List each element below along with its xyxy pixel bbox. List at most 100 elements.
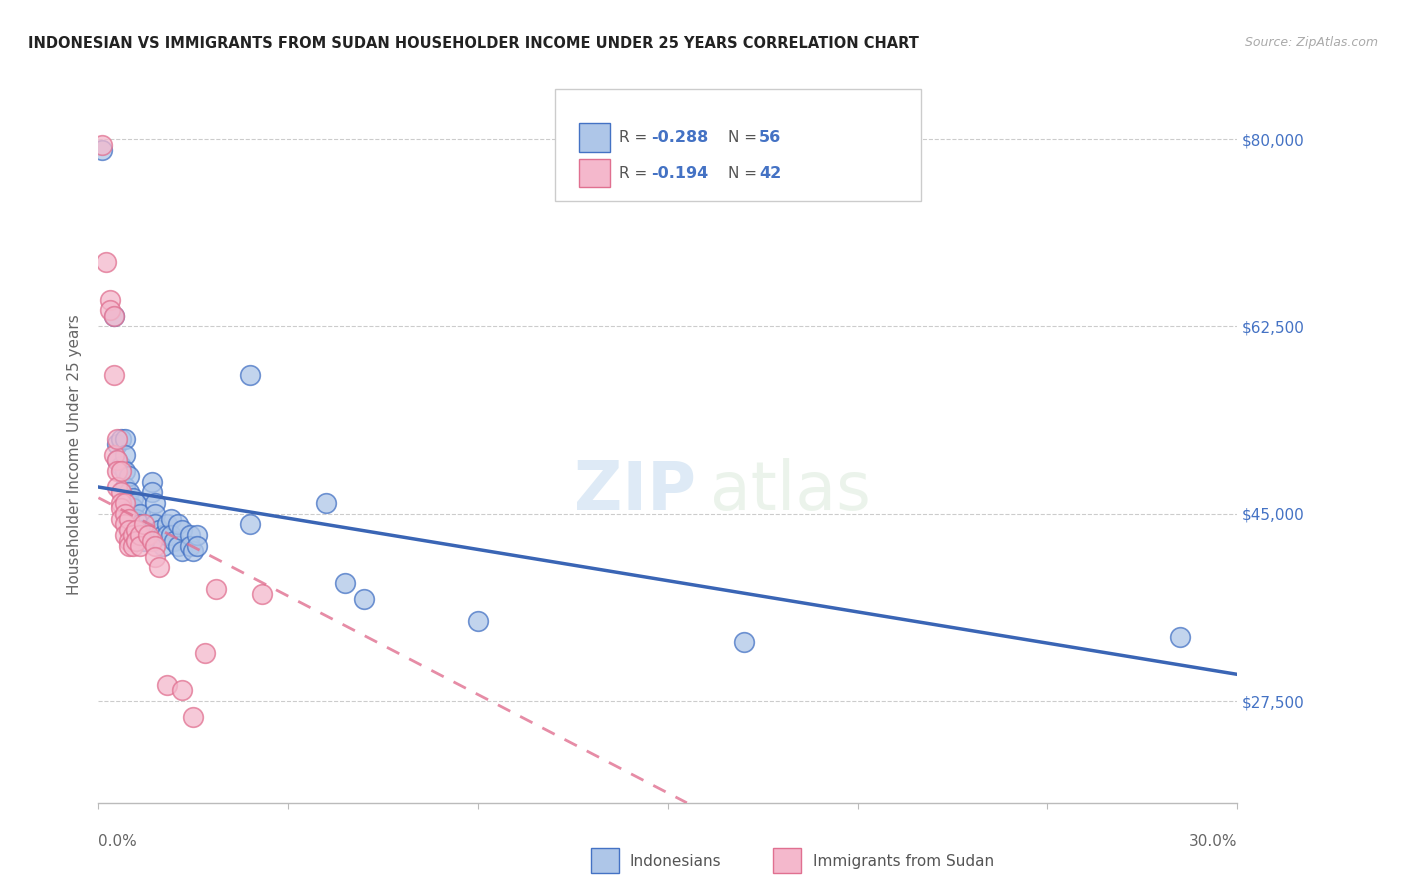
Point [118, 507, 141, 521]
Point [163, 533, 186, 548]
Point [125, 512, 148, 526]
Text: Immigrants from Sudan: Immigrants from Sudan [813, 855, 994, 869]
Point [156, 678, 179, 692]
Text: ZIP: ZIP [574, 458, 696, 524]
Point [118, 496, 141, 510]
Point [136, 528, 159, 542]
Point [170, 523, 193, 537]
Point [118, 533, 141, 548]
Point [103, 368, 125, 382]
Point [141, 475, 163, 489]
Point [159, 528, 181, 542]
Point [114, 507, 136, 521]
Point [107, 464, 129, 478]
Point [114, 480, 136, 494]
Text: -0.288: -0.288 [651, 129, 709, 145]
Text: N =: N = [728, 129, 762, 145]
Point [156, 517, 179, 532]
Point [91, 143, 114, 157]
Text: 0.0%: 0.0% [98, 834, 138, 849]
Point [167, 539, 190, 553]
Point [152, 539, 174, 553]
Point [125, 523, 148, 537]
Point [129, 528, 152, 542]
Point [205, 582, 228, 596]
Text: INDONESIAN VS IMMIGRANTS FROM SUDAN HOUSEHOLDER INCOME UNDER 25 YEARS CORRELATIO: INDONESIAN VS IMMIGRANTS FROM SUDAN HOUS… [28, 36, 920, 51]
Point [125, 533, 148, 548]
Text: atlas: atlas [710, 458, 870, 524]
Point [110, 432, 132, 446]
Point [183, 710, 205, 724]
Point [159, 512, 181, 526]
Text: R =: R = [619, 166, 652, 181]
Point [110, 496, 132, 510]
Point [98, 303, 121, 318]
Point [107, 437, 129, 451]
Point [353, 592, 375, 607]
Point [125, 523, 148, 537]
Point [170, 683, 193, 698]
Point [121, 491, 143, 505]
Point [103, 309, 125, 323]
Text: 56: 56 [759, 129, 782, 145]
Point [132, 517, 155, 532]
Point [239, 517, 262, 532]
Point [132, 523, 155, 537]
Point [114, 464, 136, 478]
Point [733, 635, 755, 649]
Point [107, 432, 129, 446]
Text: Indonesians: Indonesians [630, 855, 721, 869]
Point [110, 485, 132, 500]
Point [129, 528, 152, 542]
Point [91, 137, 114, 152]
Point [170, 544, 193, 558]
Point [145, 539, 167, 553]
Point [179, 539, 201, 553]
Point [167, 517, 190, 532]
Point [107, 480, 129, 494]
Text: N =: N = [728, 166, 762, 181]
Point [129, 539, 152, 553]
Point [118, 539, 141, 553]
Point [94, 255, 117, 269]
Point [114, 496, 136, 510]
Point [103, 309, 125, 323]
Point [114, 528, 136, 542]
Point [156, 528, 179, 542]
Point [107, 453, 129, 467]
Point [129, 517, 152, 532]
Point [121, 512, 143, 526]
Point [145, 496, 167, 510]
Point [148, 560, 170, 574]
Point [183, 544, 205, 558]
Point [110, 501, 132, 516]
Text: 42: 42 [759, 166, 782, 181]
Point [141, 533, 163, 548]
Point [103, 448, 125, 462]
Point [186, 539, 208, 553]
Point [145, 517, 167, 532]
Point [114, 448, 136, 462]
Point [129, 507, 152, 521]
Point [121, 539, 143, 553]
Point [145, 507, 167, 521]
Point [250, 587, 273, 601]
Point [1170, 630, 1192, 644]
Point [467, 614, 489, 628]
Point [152, 528, 174, 542]
Point [110, 464, 132, 478]
Text: Source: ZipAtlas.com: Source: ZipAtlas.com [1244, 36, 1378, 49]
Text: R =: R = [619, 129, 652, 145]
Point [194, 646, 217, 660]
Point [110, 512, 132, 526]
Point [315, 496, 337, 510]
Point [148, 523, 170, 537]
Point [136, 528, 159, 542]
Point [179, 528, 201, 542]
Text: -0.194: -0.194 [651, 166, 709, 181]
Point [118, 485, 141, 500]
Point [114, 517, 136, 532]
Point [125, 496, 148, 510]
Point [121, 501, 143, 516]
Point [186, 528, 208, 542]
